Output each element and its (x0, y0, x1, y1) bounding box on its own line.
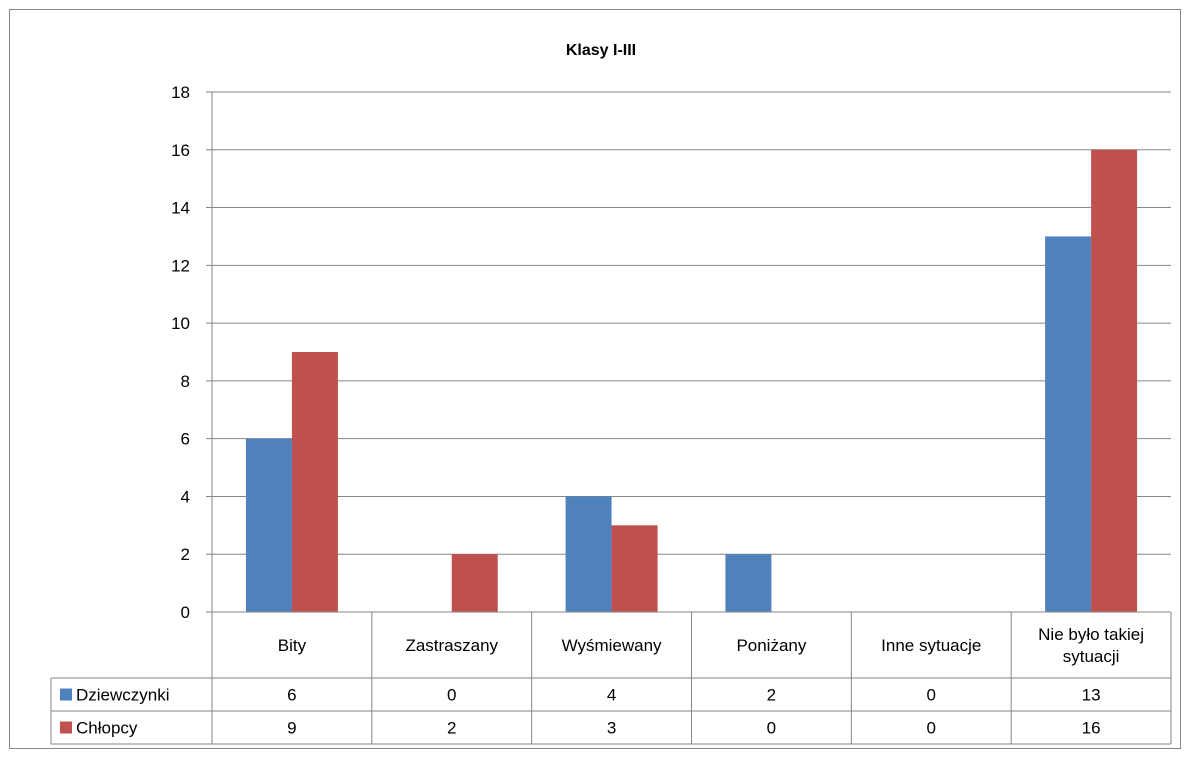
category-label: Wyśmiewany (562, 636, 662, 655)
chart-title: Klasy I-III (566, 42, 636, 59)
legend-label: Dziewczynki (76, 686, 170, 705)
category-label: Bity (278, 636, 307, 655)
bar-chłopcy (1091, 149, 1138, 612)
legend-key-dziewczynki (60, 688, 72, 701)
y-tick-label: 10 (171, 314, 190, 333)
bar-chłopcy (451, 554, 498, 612)
y-tick-label: 18 (171, 83, 190, 102)
bar-chłopcy (291, 352, 338, 612)
table-value: 0 (447, 686, 456, 705)
legend-key-chłopcy (60, 721, 72, 734)
table-value: 6 (287, 686, 296, 705)
table-value: 2 (447, 719, 456, 738)
data-table: Bity Zastraszany Wyśmiewany Poniżany Inne sy… (50, 611, 1172, 745)
bar-dziewczynki (725, 554, 772, 612)
table-value: 0 (767, 719, 776, 738)
bar-chłopcy (611, 525, 658, 612)
y-tick-label: 0 (181, 603, 190, 622)
y-axis-ticks: 0 2 4 6 8 10 12 14 16 18 (171, 83, 190, 622)
legend-label: Chłopcy (76, 719, 138, 738)
category-label: Zastraszany (405, 636, 498, 655)
y-tick-label: 14 (171, 199, 190, 218)
table-value: 0 (927, 719, 936, 738)
bar-dziewczynki (245, 438, 292, 612)
y-tick-label: 12 (171, 256, 190, 275)
bar-dziewczynki (1045, 236, 1092, 612)
category-label: sytuacji (1063, 647, 1120, 666)
bar-chart: Klasy I-III 0 2 4 6 8 10 12 14 16 18 Bity Zastrasz… (50, 42, 1172, 745)
y-tick-label: 8 (181, 372, 190, 391)
table-value: 4 (607, 686, 616, 705)
table-value: 2 (767, 686, 776, 705)
category-label: Inne sytuacje (881, 636, 981, 655)
chart-frame: Klasy I-III 0 2 4 6 8 10 12 14 16 18 Bity Zastrasz… (9, 9, 1181, 749)
table-value: 9 (287, 719, 296, 738)
table-value: 16 (1082, 719, 1101, 738)
gridlines (206, 91, 1171, 613)
bars (245, 149, 1138, 612)
y-tick-label: 6 (181, 430, 190, 449)
category-label: Nie było takiej (1038, 625, 1144, 644)
table-value: 0 (927, 686, 936, 705)
table-value: 3 (607, 719, 616, 738)
y-tick-label: 4 (181, 487, 190, 506)
y-tick-label: 2 (181, 545, 190, 564)
bar-dziewczynki (565, 496, 612, 612)
y-tick-label: 16 (171, 141, 190, 160)
table-value: 13 (1082, 686, 1101, 705)
category-label: Poniżany (736, 636, 806, 655)
